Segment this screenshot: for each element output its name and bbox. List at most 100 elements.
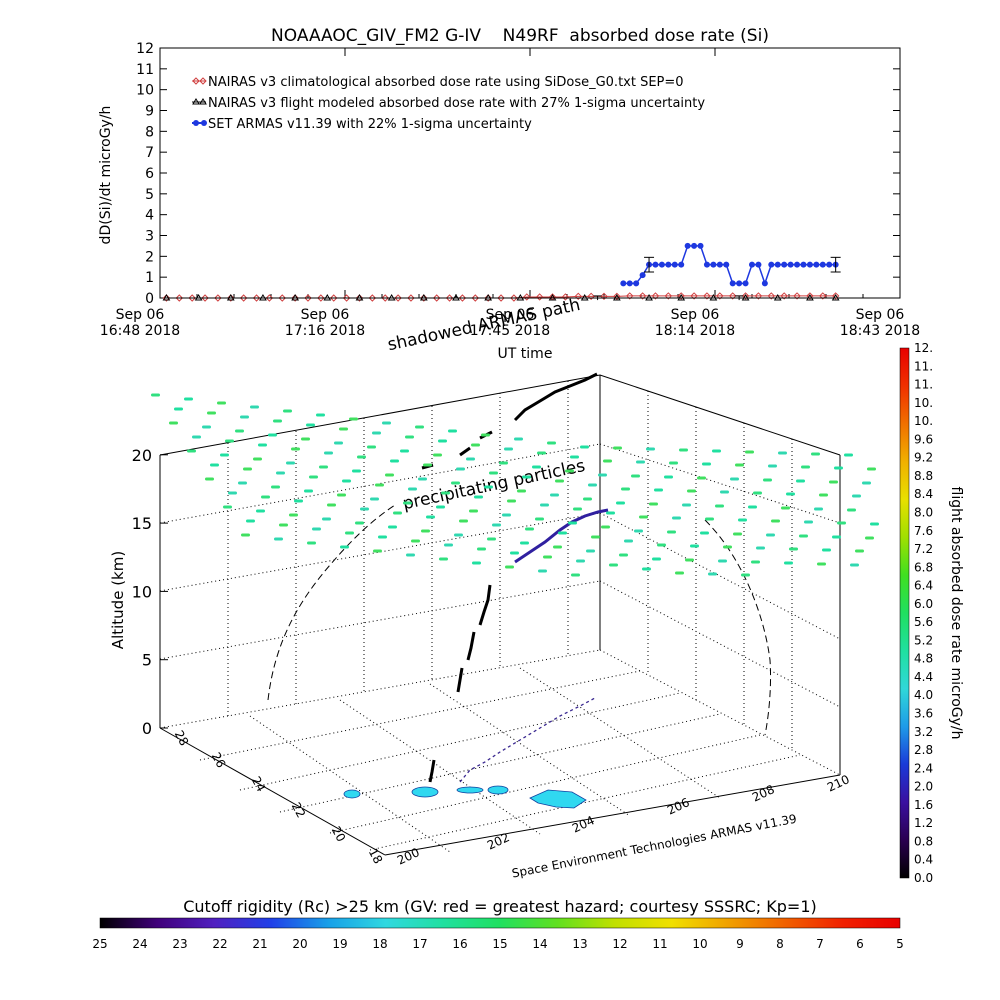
- bottom-colorbar-tick: 15: [492, 937, 507, 951]
- particle-mark: [855, 549, 864, 553]
- data-point: [741, 292, 750, 300]
- data-point: [826, 261, 833, 268]
- particle-mark: [702, 462, 711, 466]
- right-colorbar-tick: 4.8: [914, 652, 933, 666]
- data-point: [626, 292, 634, 300]
- particle-mark: [606, 511, 615, 515]
- data-point: [729, 280, 736, 287]
- particle-mark: [319, 465, 328, 469]
- bottom-colorbar-tick: 8: [776, 937, 784, 951]
- data-point: [678, 261, 685, 268]
- y-tick-label: 7: [145, 145, 154, 161]
- island-maui: [487, 785, 509, 795]
- y-axis-label: dD(Si)/dt microGy/h: [98, 106, 114, 245]
- right-colorbar-tick: 7.6: [914, 524, 933, 538]
- data-point: [265, 294, 274, 302]
- left-wall-grid: [159, 381, 601, 716]
- right-colorbar-tick: 3.6: [914, 707, 933, 721]
- particle-mark: [715, 504, 724, 508]
- particle-mark: [829, 480, 838, 484]
- bottom-colorbar-tick: 20: [292, 937, 307, 951]
- particle-mark: [870, 522, 879, 526]
- data-point: [194, 294, 203, 301]
- particle-mark: [708, 572, 717, 576]
- particle-mark: [378, 535, 387, 539]
- data-point: [330, 294, 338, 302]
- particle-mark: [241, 533, 250, 537]
- particle-mark: [712, 449, 721, 453]
- data-point: [749, 261, 755, 268]
- particle-mark: [415, 425, 424, 429]
- particle-mark: [405, 435, 414, 439]
- particle-mark: [342, 479, 351, 483]
- data-point: [175, 294, 184, 302]
- data-point: [742, 280, 749, 287]
- particle-mark: [423, 463, 432, 467]
- particle-mark: [373, 549, 382, 553]
- particle-mark: [522, 475, 531, 479]
- right-colorbar-tick: 0.8: [914, 834, 933, 848]
- particle-mark: [553, 545, 562, 549]
- data-point: [652, 261, 659, 268]
- data-point: [768, 261, 775, 268]
- particle-mark: [253, 457, 262, 461]
- particle-mark: [169, 421, 178, 425]
- particle-mark: [613, 446, 622, 450]
- particle-mark: [867, 467, 876, 471]
- x-axis-label: UT time: [498, 346, 553, 362]
- hawaii-islands: [343, 785, 587, 809]
- particle-mark: [274, 537, 283, 541]
- bottom-colorbar-tick: 13: [572, 937, 587, 951]
- particle-mark: [730, 477, 739, 481]
- data-point: [716, 292, 724, 300]
- z-tick-label: 10: [132, 582, 152, 601]
- data-point: [291, 294, 300, 301]
- particle-mark: [334, 441, 343, 445]
- particle-mark: [576, 559, 585, 563]
- lon-tick-label: 208: [750, 782, 777, 804]
- particle-mark: [441, 491, 450, 495]
- particle-mark: [408, 487, 417, 491]
- y-tick-label: 10: [136, 83, 154, 99]
- particle-mark: [619, 553, 628, 557]
- particle-mark: [433, 453, 442, 457]
- particle-mark: [642, 567, 651, 571]
- bottom-colorbar-tick: 7: [816, 937, 824, 951]
- data-point: [510, 294, 518, 302]
- altitude-ticks: 0 5 10 15 20: [132, 446, 168, 738]
- data-point: [535, 293, 544, 301]
- particle-mark: [657, 543, 666, 547]
- bottom-colorbar-tick: 18: [372, 937, 387, 951]
- data-point: [355, 294, 364, 301]
- particle-mark: [850, 563, 859, 567]
- lon-tick-label: 204: [570, 813, 597, 835]
- data-point: [794, 261, 801, 268]
- x-tick-date: Sep 06: [301, 307, 350, 323]
- right-colorbar-tick: 1.6: [914, 798, 933, 812]
- particle-mark: [256, 509, 265, 513]
- particle-mark: [502, 513, 511, 517]
- data-point: [787, 261, 794, 268]
- particle-mark: [801, 465, 810, 469]
- data-point: [497, 294, 505, 302]
- bottom-colorbar-tick: 6: [856, 937, 864, 951]
- legend-label: SET ARMAS v11.39 with 22% 1-sigma uncert…: [208, 117, 532, 132]
- particle-mark: [667, 530, 676, 534]
- data-point: [458, 294, 467, 302]
- particle-mark: [403, 501, 412, 505]
- data-point: [800, 261, 807, 268]
- particle-mark: [535, 517, 544, 521]
- data-point: [407, 294, 415, 302]
- particle-mark: [844, 453, 853, 457]
- particle-mark: [279, 523, 288, 527]
- particle-mark: [345, 531, 354, 535]
- particle-mark: [205, 477, 214, 481]
- particle-mark: [565, 469, 574, 473]
- y-tick-label: 4: [145, 208, 154, 224]
- data-point: [484, 294, 493, 301]
- data-point: [703, 261, 710, 268]
- particle-mark: [771, 519, 780, 523]
- particle-mark: [654, 488, 663, 492]
- legend-item: NAIRAS v3 climatological absorbed dose r…: [192, 75, 684, 90]
- data-point: [420, 294, 428, 302]
